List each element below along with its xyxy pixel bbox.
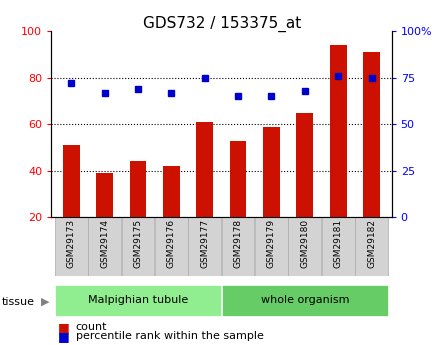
Bar bbox=[55, 285, 221, 316]
Text: GSM29176: GSM29176 bbox=[167, 219, 176, 268]
Bar bbox=[363, 52, 380, 217]
Text: tissue: tissue bbox=[2, 297, 35, 307]
Text: count: count bbox=[76, 322, 107, 332]
Text: percentile rank within the sample: percentile rank within the sample bbox=[76, 332, 263, 341]
Bar bbox=[121, 217, 154, 276]
Text: GSM29179: GSM29179 bbox=[267, 219, 276, 268]
Text: Malpighian tubule: Malpighian tubule bbox=[88, 295, 188, 305]
Bar bbox=[222, 217, 255, 276]
Bar bbox=[288, 217, 321, 276]
Text: GSM29173: GSM29173 bbox=[67, 219, 76, 268]
Bar bbox=[55, 217, 88, 276]
Text: whole organism: whole organism bbox=[261, 295, 349, 305]
Bar bbox=[230, 140, 247, 217]
Text: GSM29178: GSM29178 bbox=[234, 219, 243, 268]
Text: GDS732 / 153375_at: GDS732 / 153375_at bbox=[143, 16, 302, 32]
Bar bbox=[196, 122, 213, 217]
Bar bbox=[222, 285, 388, 316]
Bar bbox=[263, 127, 280, 217]
Text: GSM29174: GSM29174 bbox=[100, 219, 109, 268]
Bar bbox=[188, 217, 221, 276]
Bar bbox=[355, 217, 388, 276]
Bar bbox=[129, 161, 146, 217]
Bar bbox=[330, 45, 347, 217]
Bar bbox=[155, 217, 188, 276]
Text: GSM29175: GSM29175 bbox=[134, 219, 142, 268]
Bar bbox=[163, 166, 180, 217]
Text: ■: ■ bbox=[58, 330, 69, 343]
Bar bbox=[255, 217, 288, 276]
Text: ■: ■ bbox=[58, 321, 69, 334]
Text: GSM29181: GSM29181 bbox=[334, 219, 343, 268]
Bar bbox=[63, 145, 80, 217]
Text: GSM29177: GSM29177 bbox=[200, 219, 209, 268]
Text: GSM29180: GSM29180 bbox=[300, 219, 309, 268]
Bar bbox=[88, 217, 121, 276]
Bar bbox=[296, 112, 313, 217]
Bar bbox=[96, 173, 113, 217]
Text: ▶: ▶ bbox=[41, 297, 49, 307]
Text: GSM29182: GSM29182 bbox=[367, 219, 376, 268]
Bar bbox=[322, 217, 355, 276]
